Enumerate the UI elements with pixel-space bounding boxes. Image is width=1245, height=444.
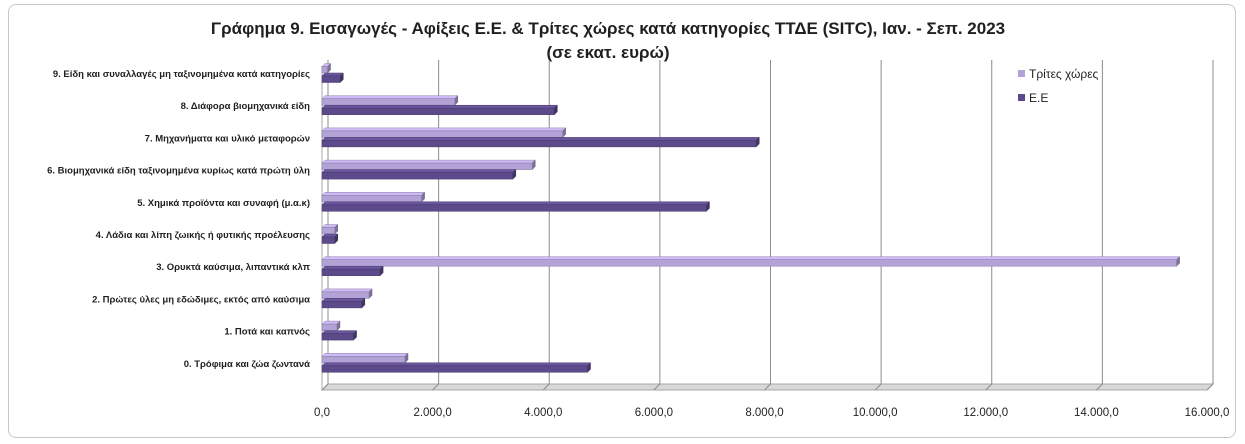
bar (321, 259, 1177, 267)
gridline-floor (321, 383, 329, 391)
chart-frame (8, 4, 1236, 438)
bar-top (321, 95, 459, 99)
category-label: 8. Διάφορα βιομηχανικά είδη (181, 101, 311, 112)
bar (321, 356, 406, 364)
bar (321, 268, 381, 276)
bar (321, 291, 370, 299)
bar-top (321, 298, 366, 302)
bar (321, 333, 354, 341)
x-tick-label: 14.000,0 (1074, 407, 1119, 419)
gridline-floor (874, 383, 882, 391)
x-axis-tick-labels: 0,0 2.000,0 4.000,0 6.000,0 8.000,0 10.000,0 1… (314, 407, 1229, 419)
bar (321, 365, 588, 373)
x-tick-label: 6.000,0 (635, 407, 673, 419)
bar-top (321, 104, 558, 109)
gridline-floor (1206, 383, 1214, 391)
bar-top (321, 137, 760, 141)
bar (321, 162, 533, 170)
bar-top (321, 192, 426, 196)
bar-top (321, 169, 517, 173)
bar (321, 98, 455, 106)
bar (321, 323, 338, 331)
bar (321, 204, 707, 212)
legend-label: Τρίτες χώρες (1029, 67, 1099, 81)
category-label: 1. Ποτά και καπνός (224, 327, 310, 338)
bar (321, 195, 422, 203)
legend: Τρίτες χώρες Ε.Ε (1018, 67, 1099, 105)
bar (321, 75, 341, 83)
bar-top (321, 330, 358, 334)
gridline-floor (1096, 383, 1103, 391)
legend-swatch (1018, 70, 1025, 77)
bar (321, 236, 335, 244)
x-tick-label: 16.000,0 (1185, 407, 1230, 419)
bar-top (321, 201, 711, 206)
bar-top (321, 159, 536, 164)
bar-top (321, 362, 592, 367)
x-tick-label: 10.000,0 (853, 407, 898, 419)
gridline-floor (764, 383, 771, 391)
category-label: 3. Ορυκτά καύσιμα, λιπαντικά κλπ (156, 262, 311, 273)
bar (321, 66, 328, 74)
bar (321, 172, 514, 180)
bar-top (321, 72, 344, 77)
category-labels: 9. Είδη και συναλλαγές μη ταξινομημένα κ… (47, 69, 311, 370)
bar (321, 107, 555, 115)
category-label: 7. Μηχανήματα και υλικό μεταφορών (145, 133, 310, 144)
chart-title: Γράφημα 9. Εισαγωγές - Αφίξεις Ε.Ε. & Τρ… (211, 19, 1005, 38)
category-label: 0. Τρόφιμα και ζώα ζωντανά (184, 359, 310, 370)
bar-top (321, 265, 384, 270)
x-tick-label: 4.000,0 (524, 407, 562, 419)
legend-label: Ε.Ε (1029, 91, 1048, 105)
bar (321, 130, 563, 138)
bar (321, 301, 363, 309)
category-label: 9. Είδη και συναλλαγές μη ταξινομημένα κ… (53, 69, 310, 80)
gridline-floor (432, 383, 439, 391)
bar-top (321, 288, 373, 293)
category-label: 6. Βιομηχανικά είδη ταξινομημένα κυρίως … (47, 166, 310, 177)
x-tick-label: 12.000,0 (963, 407, 1008, 419)
bar (321, 140, 757, 148)
legend-swatch (1018, 94, 1025, 101)
gridline-floor (985, 383, 993, 391)
bar-top (321, 256, 1181, 260)
category-label: 2. Πρώτες ύλες μη εδώδιμες, εκτός από κα… (92, 294, 310, 305)
category-label: 4. Λάδια και λίπη ζωικής ή φυτικής προέλ… (96, 230, 310, 241)
bar-top (321, 127, 567, 132)
x-tick-label: 8.000,0 (745, 407, 783, 419)
bar (321, 227, 335, 235)
chart-subtitle: (σε εκατ. ευρώ) (546, 43, 669, 62)
bar-top (321, 353, 409, 357)
gridline-floor (542, 383, 550, 391)
category-label: 5. Χημικά προϊόντα και συναφή (μ.α.κ) (137, 198, 310, 209)
gridline-floor (653, 383, 661, 391)
bars (321, 62, 1181, 373)
x-tick-label: 0,0 (314, 407, 330, 419)
x-tick-label: 2.000,0 (413, 407, 451, 419)
